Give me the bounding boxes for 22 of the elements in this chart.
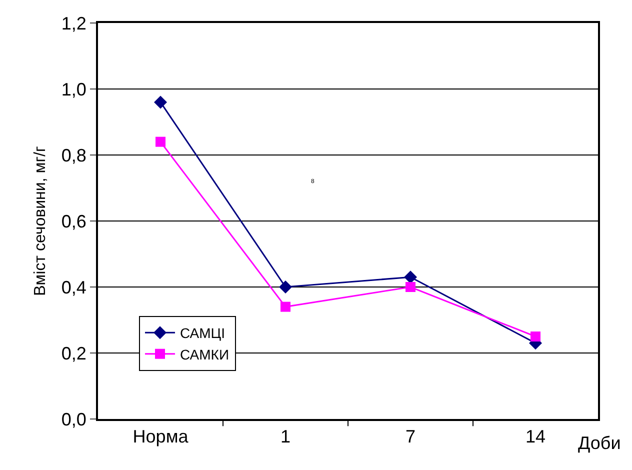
legend-label: САМКИ (180, 346, 230, 362)
point (156, 136, 166, 147)
y-tick-label: 0,4 (61, 277, 86, 298)
x-tick-label: Норма (132, 426, 190, 447)
y-axis-title: Вміст сечовини, мг/г (32, 146, 49, 296)
x-tick-label: 1 (280, 426, 291, 447)
y-tick-label: 1,0 (61, 79, 86, 100)
point (404, 270, 417, 284)
x-tick-label: 7 (405, 426, 416, 447)
point (530, 332, 540, 342)
point (279, 280, 292, 294)
x-axis-title: Доби (578, 433, 621, 453)
y-tick-label: 0,0 (61, 409, 86, 430)
legend-label: САМЦІ (180, 325, 226, 342)
y-tick-label: 1,2 (61, 13, 86, 34)
y-tick-label: 0,8 (61, 145, 86, 166)
y-tick-label: 0,2 (61, 343, 86, 364)
point (154, 96, 167, 109)
x-tick-label: 14 (525, 426, 546, 447)
point (406, 282, 416, 292)
point (280, 302, 290, 312)
y-tick-label: 0,6 (61, 211, 86, 232)
